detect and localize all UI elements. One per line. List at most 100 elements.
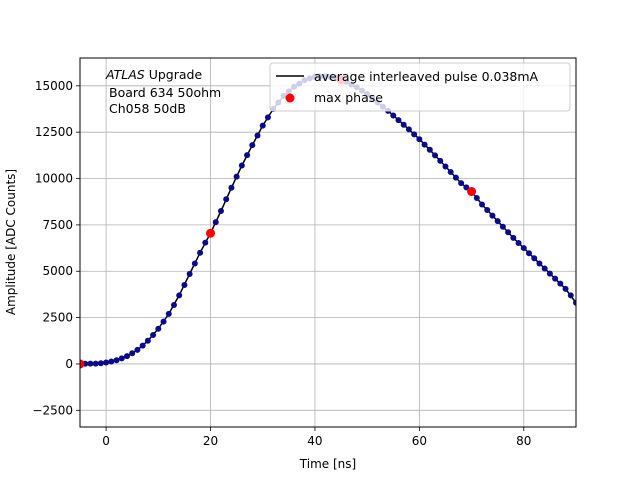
y-tick-label-5: 10000 [35, 172, 73, 186]
data-point-12 [139, 342, 146, 349]
y-tick-label-6: 12500 [35, 125, 73, 139]
x-tick-label-0: 0 [102, 434, 110, 448]
data-point-13 [144, 337, 151, 344]
data-point-23 [197, 249, 204, 256]
data-point-80 [494, 218, 501, 225]
data-point-15 [155, 325, 162, 332]
data-point-61 [395, 117, 402, 124]
data-point-78 [484, 207, 491, 214]
data-point-4 [97, 360, 104, 367]
max-phase-point-3 [467, 187, 477, 197]
data-point-36 [264, 114, 271, 121]
data-point-8 [118, 355, 125, 362]
data-point-79 [489, 212, 496, 219]
x-tick-label-3: 60 [412, 434, 427, 448]
data-point-20 [181, 281, 188, 288]
max-phase-point-0 [80, 359, 85, 369]
data-point-14 [150, 332, 157, 339]
data-point-77 [479, 201, 486, 208]
data-point-2 [87, 360, 94, 367]
y-axis-label: Amplitude [ADC Counts] [4, 169, 18, 315]
annotation-line-1: ATLAS Upgrade [105, 67, 202, 82]
x-tick-label-2: 40 [307, 434, 322, 448]
data-point-34 [254, 132, 261, 139]
legend: average interleaved pulse 0.038mA max ph… [269, 62, 571, 112]
data-point-21 [186, 271, 193, 278]
data-point-70 [442, 163, 449, 170]
x-tick-label-1: 20 [203, 434, 218, 448]
y-tick-label-2: 2500 [42, 311, 73, 325]
annotation-line-2: Board 634 50ohm [109, 85, 221, 100]
y-tick-label-1: 0 [65, 357, 73, 371]
data-point-33 [249, 142, 256, 149]
data-point-18 [170, 301, 177, 308]
data-point-64 [411, 131, 418, 138]
data-point-10 [129, 350, 136, 357]
data-point-17 [165, 310, 172, 317]
data-point-81 [499, 223, 506, 230]
data-point-60 [390, 112, 397, 119]
data-point-90 [546, 270, 553, 277]
data-point-19 [176, 292, 183, 299]
data-point-74 [463, 184, 470, 191]
data-point-76 [473, 194, 480, 201]
data-point-62 [400, 121, 407, 128]
data-point-16 [160, 318, 167, 325]
data-point-22 [191, 260, 198, 267]
x-axis-label: Time [ns] [299, 457, 356, 471]
data-point-73 [458, 180, 465, 187]
data-point-84 [515, 240, 522, 247]
data-point-29 [228, 184, 235, 191]
data-point-69 [437, 157, 444, 164]
axis-ticks: 0 20 40 60 80 −2500 0 2500 5000 7500 10000 12500 150… [32, 79, 531, 448]
grid [80, 58, 576, 427]
data-point-26 [212, 219, 219, 226]
data-point-85 [520, 245, 527, 252]
y-tick-label-4: 7500 [42, 218, 73, 232]
data-point-83 [510, 234, 517, 241]
data-point-6 [108, 358, 115, 365]
legend-dot-marker [285, 93, 295, 103]
x-tick-label-4: 80 [516, 434, 531, 448]
data-point-32 [244, 152, 251, 159]
data-point-11 [134, 346, 141, 353]
annotation-line-3: Ch058 50dB [109, 101, 186, 116]
data-point-71 [447, 169, 454, 176]
data-point-87 [531, 255, 538, 262]
data-point-30 [233, 173, 240, 180]
data-point-68 [432, 152, 439, 159]
data-point-35 [259, 122, 266, 129]
data-point-9 [123, 353, 130, 360]
atlas-label: ATLAS [105, 67, 145, 82]
annotation-box: ATLAS Upgrade Board 634 50ohm Ch058 50dB [105, 67, 221, 116]
data-point-89 [541, 265, 548, 272]
max-phase-point-1 [206, 228, 216, 238]
data-point-88 [536, 260, 543, 267]
legend-entry-pulse: average interleaved pulse 0.038mA [314, 69, 539, 84]
data-point-7 [113, 357, 120, 364]
y-tick-label-0: −2500 [32, 403, 73, 417]
data-point-93 [562, 285, 569, 292]
y-tick-label-7: 15000 [35, 79, 73, 93]
data-point-5 [103, 359, 110, 366]
legend-box [269, 62, 571, 112]
data-point-65 [416, 136, 423, 143]
data-point-86 [526, 250, 533, 257]
plot-frame [79, 57, 577, 428]
y-tick-label-3: 5000 [42, 264, 73, 278]
data-point-66 [421, 141, 428, 148]
data-point-82 [505, 229, 512, 236]
data-point-91 [552, 275, 559, 282]
data-point-92 [557, 280, 564, 287]
data-point-63 [405, 126, 412, 133]
data-point-95 [573, 299, 576, 306]
data-point-67 [426, 146, 433, 153]
data-point-72 [452, 174, 459, 181]
data-point-28 [223, 196, 230, 203]
data-point-31 [238, 162, 245, 169]
legend-entry-max-phase: max phase [314, 90, 383, 105]
data-point-3 [92, 360, 99, 367]
data-point-94 [567, 292, 574, 299]
upgrade-label: Upgrade [145, 67, 203, 82]
